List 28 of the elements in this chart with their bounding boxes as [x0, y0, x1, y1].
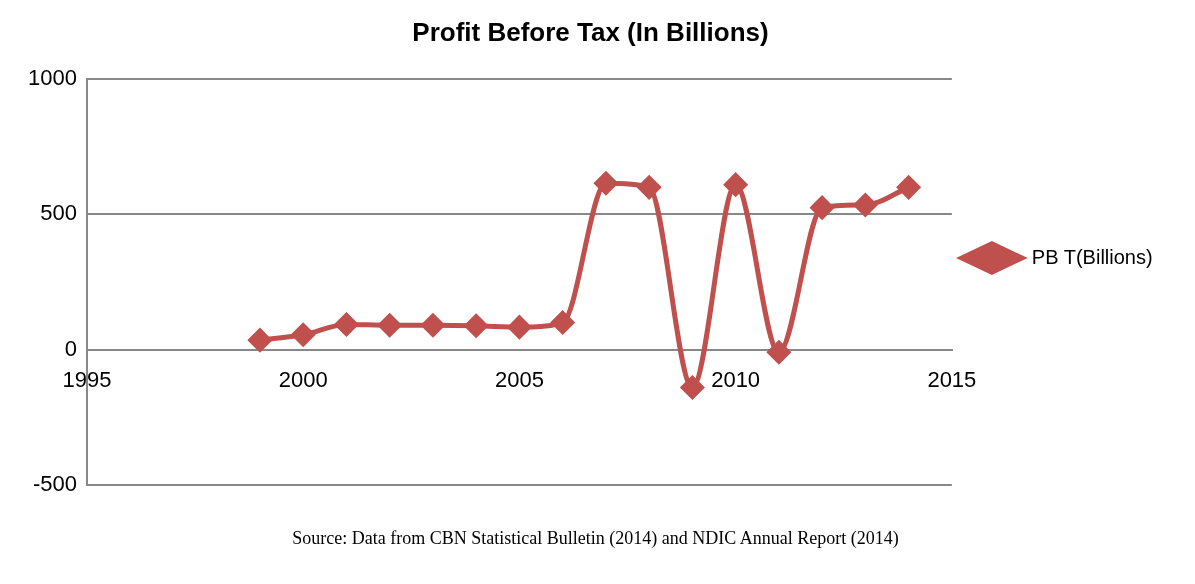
point	[594, 171, 618, 195]
point	[378, 313, 402, 337]
point	[248, 328, 272, 352]
y-tick-label: 1000	[27, 65, 77, 91]
point	[334, 312, 358, 336]
point	[810, 196, 834, 220]
y-tick-label: 500	[40, 200, 77, 226]
point	[464, 314, 488, 338]
point	[421, 313, 445, 337]
point	[507, 315, 531, 339]
point	[680, 375, 704, 399]
legend-label: PB T(Billions)	[1031, 245, 1153, 268]
point	[637, 175, 661, 199]
x-tick-label: 2015	[927, 366, 977, 392]
chart-title: Profit Before Tax (In Billions)	[412, 16, 769, 47]
point	[291, 323, 315, 347]
point	[853, 193, 877, 217]
x-tick-label: 2010	[711, 366, 761, 392]
point	[551, 311, 575, 335]
point	[767, 340, 791, 364]
source-note: Source: Data from CBN Statistical Bulletin (2014) and NDIC Annual Report (2014)	[291, 528, 900, 549]
point	[724, 173, 748, 197]
x-tick-label: 2005	[494, 366, 544, 392]
x-tick-label: 2000	[278, 366, 328, 392]
y-tick-label: 0	[64, 335, 77, 361]
x-tick-label: 1995	[62, 366, 112, 392]
y-tick-label: -500	[32, 470, 77, 496]
point	[897, 175, 921, 199]
